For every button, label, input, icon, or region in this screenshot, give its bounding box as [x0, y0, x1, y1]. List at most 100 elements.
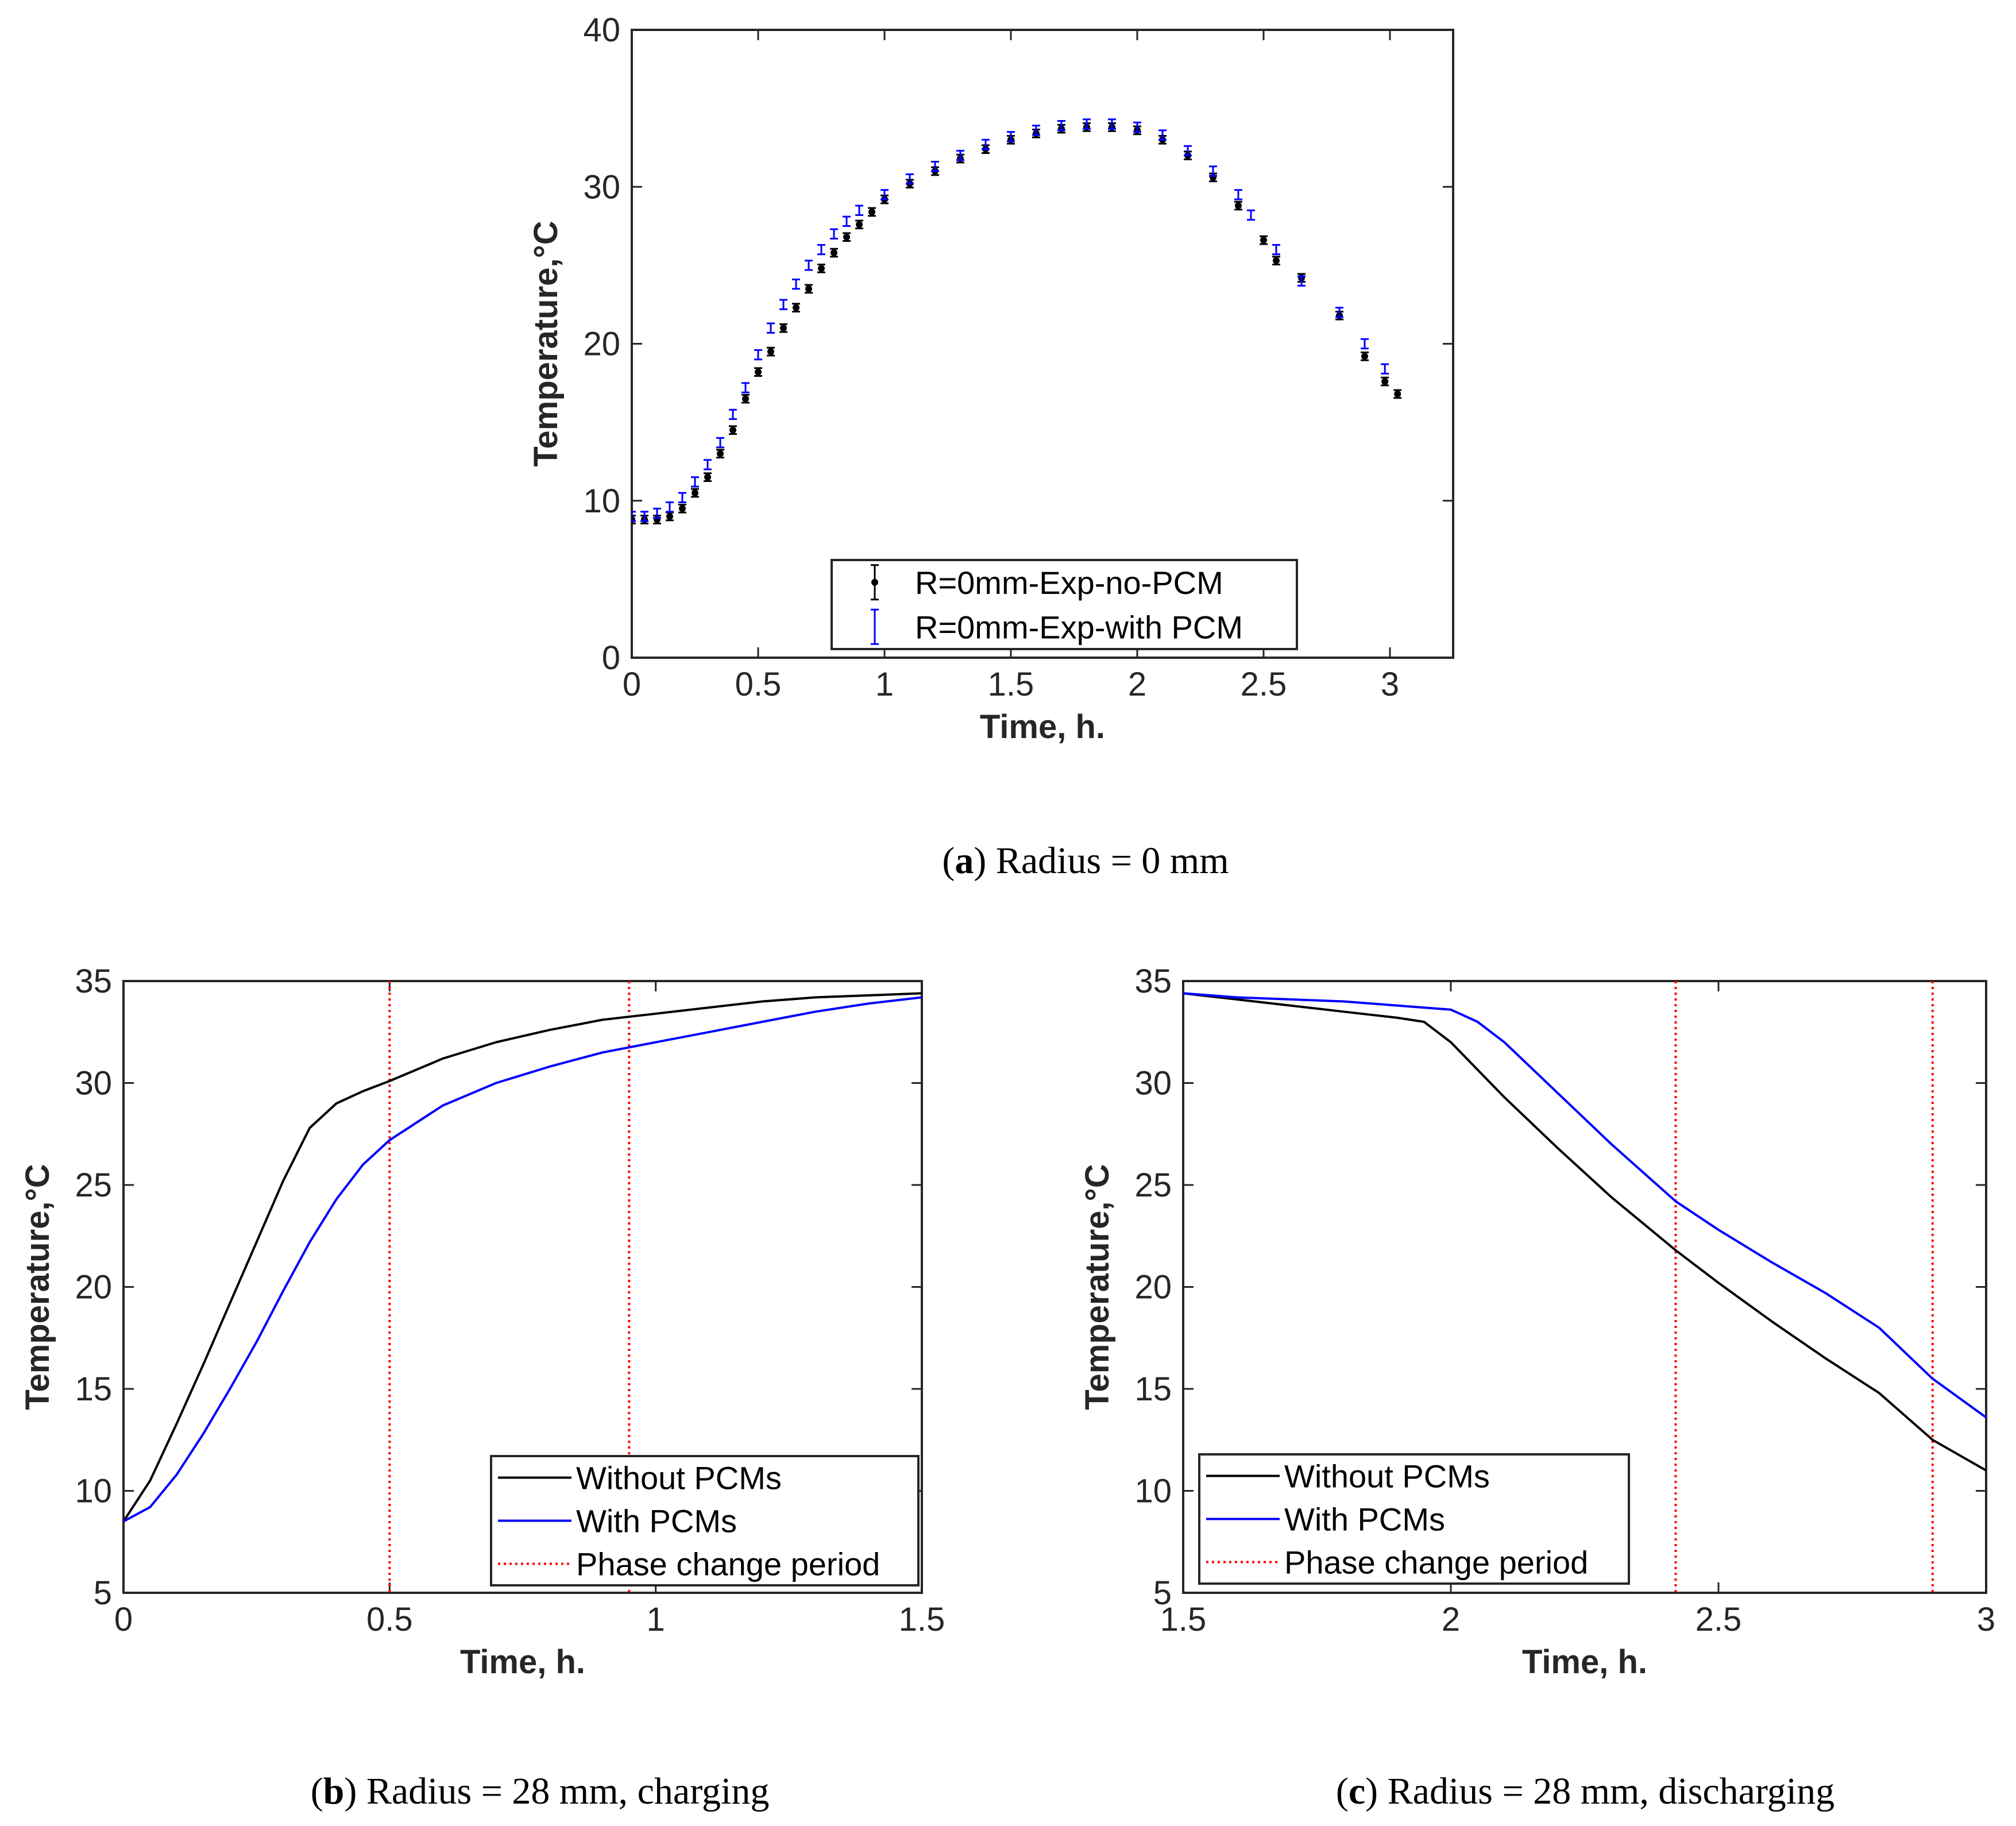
x-tick-label-a: 2 — [1128, 666, 1146, 703]
data-point-a-s0 — [805, 284, 813, 294]
data-point-a-s1 — [729, 408, 737, 420]
legend-label-a-1: R=0mm-Exp-with PCM — [915, 609, 1243, 645]
x-tick-label-b: 0.5 — [366, 1601, 413, 1638]
data-point-a-s1 — [1335, 307, 1343, 318]
data-point-a-s1 — [1361, 338, 1369, 350]
data-point-a-s1 — [666, 501, 674, 513]
data-point-a-s1 — [956, 149, 964, 161]
legend-a: R=0mm-Exp-no-PCM R=0mm-Exp-with PCM — [831, 559, 1298, 650]
data-point-a-s0 — [1381, 376, 1389, 387]
data-point-a-s1 — [982, 138, 990, 150]
x-axis-label-c: Time, h. — [1522, 1643, 1647, 1681]
y-tick-label-c: 5 — [1153, 1574, 1172, 1612]
data-point-a-s1 — [1234, 189, 1242, 200]
data-point-a-s0 — [678, 504, 686, 514]
caption-a: (a) Radius = 0 mm — [942, 840, 1229, 882]
caption-c-text: ) Radius = 28 mm, discharging — [1365, 1770, 1835, 1812]
data-point-a-s1 — [880, 189, 889, 200]
data-point-a-s1 — [1083, 118, 1091, 130]
data-point-a-s1 — [830, 228, 838, 240]
data-marker — [805, 285, 812, 292]
y-tick-label-b: 10 — [75, 1473, 112, 1510]
caption-c: (c) Radius = 28 mm, discharging — [1336, 1770, 1835, 1812]
data-point-a-s1 — [678, 492, 686, 503]
x-axis-label-b: Time, h. — [460, 1643, 585, 1681]
caption-b-letter: b — [323, 1770, 345, 1812]
data-marker — [1235, 202, 1242, 210]
series-line-c-1 — [1183, 992, 1986, 1419]
data-point-a-s1 — [1108, 118, 1116, 130]
data-point-a-s0 — [843, 232, 851, 242]
data-marker — [679, 505, 686, 512]
data-point-a-s1 — [691, 476, 699, 488]
x-tick-label-b: 1.5 — [899, 1601, 945, 1638]
y-tick-label-c: 30 — [1134, 1065, 1172, 1102]
legend-box-a — [831, 559, 1298, 650]
y-tick-label-a: 0 — [602, 639, 620, 677]
x-tick-label-a: 0 — [623, 666, 641, 703]
data-marker — [1361, 353, 1368, 360]
caption-a-letter: a — [955, 840, 974, 882]
y-tick-label-c: 35 — [1134, 963, 1172, 1000]
caption-c-letter: c — [1349, 1770, 1365, 1812]
y-axis-label-b: Temperature,°C — [19, 1164, 56, 1410]
data-marker — [818, 265, 825, 272]
series-line-b-0 — [123, 992, 922, 1522]
data-point-a-s1 — [754, 349, 762, 361]
x-tick-label-c: 1.5 — [1160, 1601, 1207, 1638]
data-marker — [793, 304, 800, 311]
y-tick-label-c: 15 — [1134, 1371, 1172, 1408]
data-point-a-s0 — [1260, 235, 1268, 245]
data-point-a-s1 — [817, 244, 825, 256]
y-tick-label-c: 20 — [1134, 1269, 1172, 1306]
data-point-a-s0 — [830, 248, 838, 258]
data-point-a-s1 — [632, 511, 636, 522]
data-marker — [1260, 237, 1267, 244]
data-point-a-s1 — [1133, 121, 1141, 133]
data-marker — [1381, 378, 1389, 385]
data-point-a-s1 — [855, 204, 863, 216]
series-line-c-0 — [1183, 992, 1986, 1472]
legend-c: Without PCMs With PCMs Phase change period — [1198, 1453, 1630, 1585]
data-point-a-s1 — [843, 215, 851, 227]
chart-panel-b: 0 0.5 1 1.5 5 10 15 20 25 30 35 Time, h. Temperature… — [19, 963, 945, 1681]
data-point-a-s1 — [1247, 209, 1255, 221]
data-point-a-s0 — [1393, 389, 1402, 399]
data-marker — [717, 450, 724, 457]
data-point-a-s1 — [931, 161, 939, 172]
data-point-a-s1 — [792, 278, 800, 290]
data-point-a-s0 — [741, 393, 750, 404]
y-tick-label-b: 30 — [75, 1065, 112, 1102]
y-axis-label-a: Temperature,°C — [527, 221, 565, 466]
data-point-a-s0 — [1234, 200, 1242, 211]
y-tick-label-b: 15 — [75, 1371, 112, 1408]
legend-label-b-2: Phase change period — [576, 1546, 880, 1582]
data-point-a-s0 — [1272, 256, 1280, 266]
caption-a-text: ) Radius = 0 mm — [974, 840, 1229, 882]
data-point-a-s0 — [1361, 352, 1369, 361]
data-marker — [1394, 390, 1401, 397]
data-point-a-s1 — [741, 382, 750, 393]
data-point-a-s0 — [792, 303, 800, 312]
data-point-a-s0 — [754, 367, 762, 377]
plot-area-a — [632, 118, 1402, 524]
data-point-a-s1 — [767, 322, 775, 334]
y-tick-label-b: 25 — [75, 1167, 112, 1204]
data-marker — [704, 473, 711, 481]
legend-label-a-0: R=0mm-Exp-no-PCM — [915, 565, 1223, 601]
data-point-a-s1 — [640, 511, 648, 522]
data-point-a-s1 — [1158, 129, 1167, 141]
data-point-a-s1 — [1297, 275, 1306, 287]
data-marker — [767, 348, 774, 356]
data-point-a-s0 — [868, 207, 876, 217]
x-tick-label-a: 1.5 — [988, 666, 1034, 703]
axes-box-a — [631, 29, 1454, 659]
y-tick-label-a: 30 — [583, 168, 620, 206]
data-point-a-s0 — [704, 472, 712, 482]
data-point-a-s0 — [779, 323, 787, 333]
y-tick-label-c: 25 — [1134, 1167, 1172, 1204]
caption-b: (b) Radius = 28 mm, charging — [311, 1770, 770, 1812]
